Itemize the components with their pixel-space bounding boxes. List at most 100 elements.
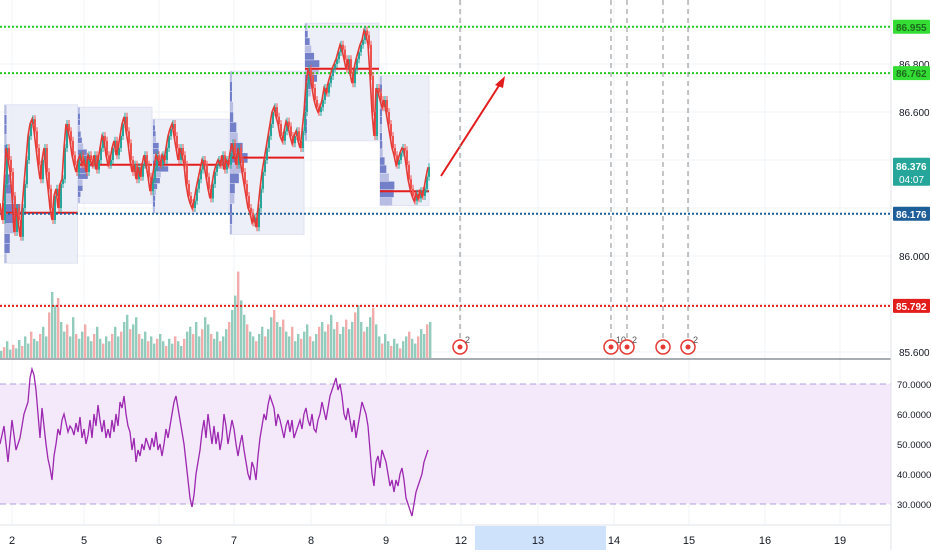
volume-profile-bar [230,193,235,204]
candle-body [4,184,6,220]
volume-profile-bar [4,243,10,254]
candle-body [6,148,8,184]
volume-profile-bar [4,253,7,263]
level-price-tag [893,206,930,221]
candle-body [12,172,14,196]
volume-bar [240,300,243,358]
volume-bar [309,336,312,358]
candle-body [30,124,32,136]
x-tick-label: 7 [231,535,237,547]
event-marker-icon[interactable] [655,339,671,355]
volume-bar [183,338,186,358]
volume-bar [111,334,114,358]
candle-body [378,88,380,93]
volume-bar [201,329,204,358]
level-price-tag [893,66,930,81]
volume-bar [414,343,417,358]
volume-profile-bar [78,143,84,149]
volume-bar [138,334,141,358]
y-tick-label: 86.600 [899,108,930,119]
candle-body [18,208,20,220]
candle-body [272,112,274,124]
arrow-shaft [440,83,501,177]
volume-profile-bar [78,185,83,191]
volume-bar [426,324,429,358]
volume-bar [324,331,327,358]
candle-body [298,131,300,141]
volume-bar [63,331,66,358]
volume-bar [21,346,24,358]
candle-body [28,136,30,160]
event-marker-icon[interactable]: 2 [680,335,698,355]
volume-bar [120,331,123,358]
volume-bar [180,346,183,358]
volume-bar [336,322,339,358]
volume-profile-bar [153,125,155,131]
candle-body [166,148,168,160]
candle-body [146,155,148,165]
candle-body [126,116,128,132]
volume-profile-bar [153,131,156,137]
candle-body [148,164,150,177]
volume-profile-bar [4,223,16,234]
current-price-tag [893,157,930,186]
volume-bar [276,322,279,358]
volume-bar [345,319,348,358]
volume-bar [69,336,72,358]
event-marker-icon[interactable]: 2 [452,335,470,355]
candle-body [376,88,378,136]
volume-bar [177,341,180,358]
volume-bar [72,317,75,358]
candle-body [248,196,250,208]
volume-bar [291,326,294,358]
horizontal-levels [0,25,891,307]
candle-body [276,107,278,117]
volume-bar [222,336,225,358]
candle-body [400,152,402,160]
volume-profile-bar [380,132,382,141]
volume-profile-bar [153,166,169,172]
candle-body [190,196,192,204]
candle-body [170,128,172,136]
volume-profile-bar [230,91,232,102]
volume-bar [186,331,189,358]
candle-body [362,40,364,45]
candle-body [322,100,324,108]
volume-bar [327,324,330,358]
candle-body [54,196,56,220]
candle-body [214,172,216,184]
volume-bar [264,336,267,358]
volume-profile-bar [153,142,159,149]
volume-bar [165,346,168,358]
session-box [229,70,305,235]
candle-body [212,184,214,199]
event-badge-label: 2 [465,335,470,345]
candle-body [302,131,304,148]
event-marker-icon[interactable]: 10 [603,335,626,355]
volume-profile-bar [153,177,160,184]
volume-bar [81,331,84,358]
volume-bar [405,336,408,358]
volume-bar [210,334,213,358]
volume-bar [285,331,288,358]
volume-profile-bar [230,142,243,153]
volume-bar [315,334,318,358]
event-markers[interactable]: 2 10 2 2 [452,0,698,355]
volume-bar [372,307,375,358]
candle-body [22,208,24,237]
volume-bar [147,341,150,358]
event-marker-icon[interactable]: 2 [619,335,637,355]
volume-profile-bar [78,197,81,203]
volume-profile-bar [230,102,234,112]
candle-body [260,188,262,208]
volume-bar [195,322,198,358]
volume-profile-bar [230,214,233,224]
candle-body [200,169,202,180]
candle-body [116,140,118,156]
volume-profile-bar [380,149,383,157]
volume-bar [216,331,219,358]
volume-bar [75,334,78,358]
volume-bar [99,338,102,358]
x-tick-label: 8 [308,535,314,547]
